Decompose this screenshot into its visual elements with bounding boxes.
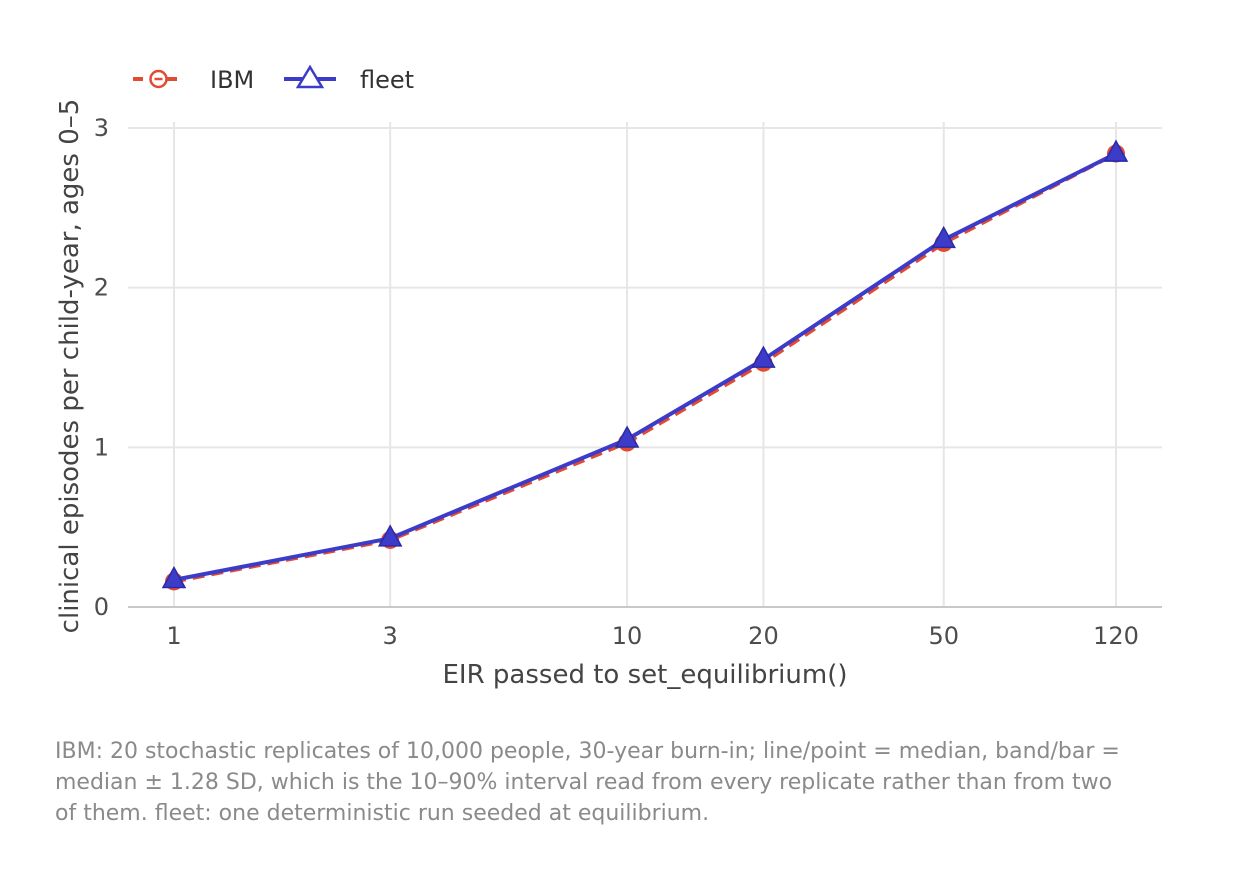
y-axis-title: clinical episodes per child-year, ages 0… [55, 99, 85, 634]
grid [128, 122, 1162, 608]
legend-marker-fleet [295, 64, 325, 89]
x-tick-label: 3 [383, 622, 398, 650]
x-tick-label: 20 [748, 622, 779, 650]
axes: 0 1 2 3 1 3 10 20 50 120 [94, 114, 1162, 650]
legend: IBM fleet [133, 64, 414, 94]
data-point-fleet [161, 565, 187, 589]
line-chart-svg: 0 1 2 3 1 3 10 20 50 120 IBM fleet EIR passed to s… [55, 64, 1162, 690]
x-axis-title: EIR passed to set_equilibrium() [443, 660, 848, 690]
y-tick-label: 0 [94, 593, 109, 621]
y-tick-label: 1 [94, 433, 109, 461]
series [161, 139, 1129, 591]
legend-label-fleet: fleet [360, 66, 414, 94]
x-tick-label: 10 [612, 622, 643, 650]
legend-label-ibm: IBM [210, 66, 254, 94]
data-point-fleet [1103, 139, 1129, 162]
x-tick-label: 120 [1093, 622, 1139, 650]
data-point-fleet [751, 345, 776, 368]
figure-caption: IBM: 20 stochastic replicates of 10,000 … [55, 739, 1120, 826]
series-line-ibm [173, 151, 1117, 584]
y-tick-label: 2 [94, 274, 109, 302]
data-point-fleet [614, 425, 640, 448]
chart: 0 1 2 3 1 3 10 20 50 120 IBM fleet EIR passed to s… [55, 64, 1162, 690]
y-tick-label: 3 [94, 114, 109, 142]
series-line-fleet [173, 151, 1117, 582]
data-point-fleet [377, 524, 403, 547]
x-tick-label: 1 [166, 622, 181, 650]
x-tick-label: 50 [928, 622, 959, 650]
data-point-fleet [931, 225, 956, 249]
